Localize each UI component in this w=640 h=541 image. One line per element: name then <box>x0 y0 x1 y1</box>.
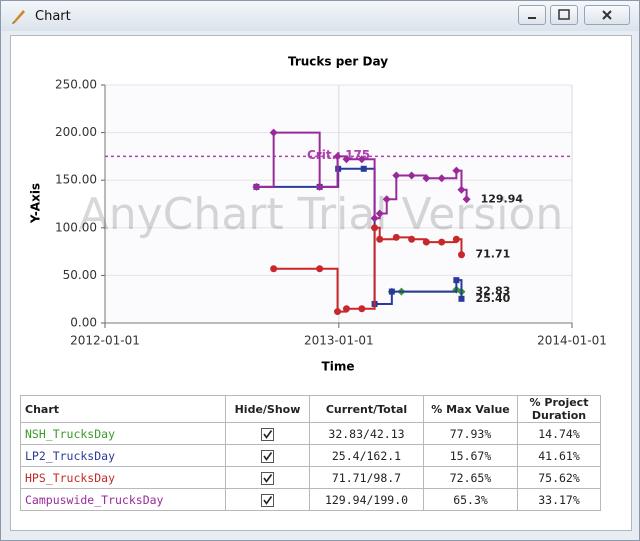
marker <box>334 308 342 316</box>
table-row: LP2_TrucksDay 25.4/162.1 15.67% 41.61% <box>20 444 601 467</box>
table-cell: 15.67% <box>423 444 518 467</box>
y-tick-label: 250.00 <box>55 78 97 92</box>
marker <box>392 233 400 241</box>
value-label: 129.94 <box>481 192 524 205</box>
table-cell: LP2_TrucksDay <box>20 444 226 467</box>
content: Trucks per Day Time Y-Axis 0.00 50.00 100.… <box>10 35 632 531</box>
column-header: % Max Value <box>423 395 518 423</box>
value-label: 32.83 <box>475 285 510 298</box>
y-tick-label: 150.00 <box>55 173 97 187</box>
x-tick-label: 2012-01-01 <box>70 334 140 348</box>
chart: Trucks per Day Time Y-Axis 0.00 50.00 100.… <box>29 55 607 374</box>
table-cell: 41.61% <box>517 444 601 467</box>
table-cell <box>225 422 310 445</box>
table-cell: 72.65% <box>423 466 518 489</box>
x-tick-label: 2013-01-01 <box>304 334 374 348</box>
checkbox[interactable] <box>261 427 274 441</box>
header-row: Chart Hide/Show Current/Total% Max Value% … <box>20 395 601 423</box>
y-tick-label: 0.00 <box>70 316 97 330</box>
table-cell <box>225 444 310 467</box>
y-axis-title: Y-Axis <box>29 183 43 224</box>
table-cell: 65.3% <box>423 488 518 511</box>
marker <box>316 265 324 273</box>
marker <box>452 166 461 175</box>
marker <box>342 305 350 313</box>
table-cell: NSH_TrucksDay <box>20 422 226 445</box>
marker <box>252 182 261 191</box>
marker <box>452 235 460 243</box>
chart-title: Trucks per Day <box>288 55 388 69</box>
table-cell: 77.93% <box>423 422 518 445</box>
close-button[interactable] <box>584 5 630 25</box>
table-cell: 71.71/98.7 <box>309 466 424 489</box>
marker <box>375 209 384 218</box>
marker <box>376 235 384 243</box>
column-header: Hide/Show <box>225 395 310 423</box>
marker <box>437 174 446 183</box>
checkbox[interactable] <box>261 493 274 507</box>
marker <box>408 235 416 243</box>
marker <box>382 195 391 204</box>
table-cell <box>225 466 310 489</box>
marker <box>269 128 278 137</box>
table-cell: 32.83/42.13 <box>309 422 424 445</box>
check-mark <box>263 473 273 483</box>
watermark: AnyChart Trial Version <box>79 189 564 240</box>
marker <box>371 224 379 232</box>
marker <box>360 165 367 172</box>
table-cell <box>225 488 310 511</box>
value-label: 71.71 <box>475 248 510 261</box>
minimize-button[interactable] <box>518 5 546 25</box>
marker <box>457 251 465 259</box>
table-cell: 25.4/162.1 <box>309 444 424 467</box>
app-icon <box>12 10 25 24</box>
table-cell: HPS_TrucksDay <box>20 466 226 489</box>
y-tick-label: 200.00 <box>55 125 97 139</box>
marker <box>333 152 342 161</box>
value-label: 25.40 <box>475 292 510 305</box>
marker <box>388 288 395 295</box>
table-row: NSH_TrucksDay 32.83/42.13 77.93% 14.74% <box>20 422 601 445</box>
table-cell: 129.94/199.0 <box>309 488 424 511</box>
table-cell: 33.17% <box>517 488 601 511</box>
marker <box>358 305 366 313</box>
y-tick-label: 100.00 <box>55 220 97 234</box>
x-tick-label: 2014-01-01 <box>537 334 607 348</box>
table-cell: 75.62% <box>517 466 601 489</box>
series-line <box>273 226 463 313</box>
marker <box>453 277 460 284</box>
marker <box>315 182 324 191</box>
checkbox[interactable] <box>261 471 274 485</box>
marker <box>407 171 416 180</box>
marker <box>422 174 431 183</box>
marker <box>342 155 351 164</box>
marker <box>357 155 366 164</box>
y-tick-label: 50.00 <box>63 268 97 282</box>
marker <box>462 195 471 204</box>
check-mark <box>263 451 273 461</box>
x-axis-title: Time <box>322 360 355 374</box>
data-table: Chart Hide/Show Current/Total% Max Value% … <box>20 395 601 511</box>
column-header: % Project Duration <box>517 395 601 423</box>
column-header: Current/Total <box>309 395 424 423</box>
marker <box>438 238 446 246</box>
table-cell: Campuswide_TrucksDay <box>20 488 226 511</box>
table-row: HPS_TrucksDay 71.71/98.7 72.65% 75.62% <box>20 466 601 489</box>
marker <box>370 214 379 223</box>
checkbox[interactable] <box>261 449 274 463</box>
marker <box>458 295 465 302</box>
check-mark <box>263 495 273 505</box>
table-cell: 14.74% <box>517 422 601 445</box>
column-header: Chart <box>20 395 226 423</box>
title-bar: Chart <box>1 1 639 31</box>
maximize-button[interactable] <box>550 5 578 25</box>
marker <box>392 171 401 180</box>
table-row: Campuswide_TrucksDay 129.94/199.0 65.3% 33.… <box>20 488 601 511</box>
marker <box>422 238 430 246</box>
check-mark <box>263 429 273 439</box>
marker <box>270 265 278 273</box>
marker <box>457 185 466 194</box>
window-title: Chart <box>35 9 71 24</box>
